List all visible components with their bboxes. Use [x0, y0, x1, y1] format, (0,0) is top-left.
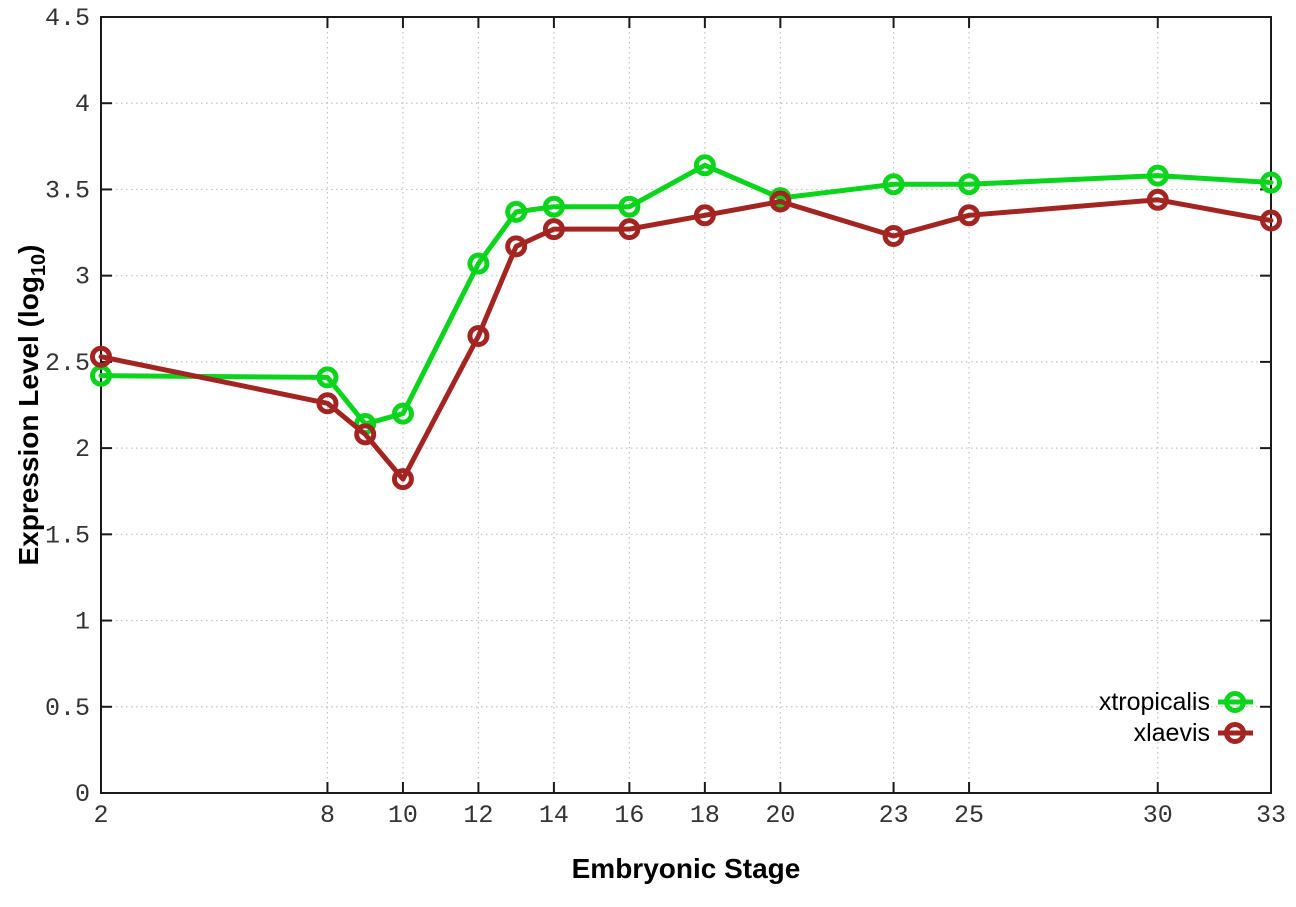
y-tick-label: 2	[75, 435, 90, 464]
data-point-xtropicalis	[542, 195, 565, 218]
data-point-xlaevis	[467, 325, 490, 348]
y-axis-title-subscript: 10	[28, 254, 50, 276]
data-point-xlaevis	[354, 423, 377, 446]
data-point-xtropicalis	[958, 173, 981, 196]
data-point-xlaevis	[391, 468, 414, 491]
x-tick-label: 33	[1256, 801, 1286, 830]
data-series	[90, 154, 1282, 491]
y-tick-label: 0.5	[45, 694, 90, 723]
x-tick-labels: 2 8 10 12 14 16 18 20 23 25 30 33	[93, 801, 1286, 830]
y-axis-title-end: )	[13, 245, 44, 254]
x-tick-label: 18	[690, 801, 720, 830]
x-tick-label: 23	[879, 801, 909, 830]
y-tick-label: 4	[75, 90, 90, 119]
data-point-xlaevis	[1260, 209, 1282, 232]
x-tick-label: 25	[954, 801, 984, 830]
series-line-xlaevis	[98, 197, 1274, 482]
data-point-xtropicalis	[316, 366, 339, 389]
y-tick-label: 0	[75, 780, 90, 809]
data-point-xtropicalis	[882, 173, 905, 196]
data-point-xtropicalis	[505, 200, 528, 223]
y-tick-label: 3.5	[45, 176, 90, 205]
x-tick-label: 10	[388, 801, 418, 830]
x-tick-label: 8	[320, 801, 335, 830]
x-tick-label: 16	[614, 801, 644, 830]
data-point-xlaevis	[769, 190, 792, 213]
data-point-xlaevis	[90, 345, 112, 368]
data-point-xlaevis	[316, 392, 339, 415]
gridlines	[100, 16, 1272, 794]
x-tick-label: 30	[1143, 801, 1173, 830]
y-tick-label: 2.5	[45, 349, 90, 378]
legend-label-xtropicalis: xtropicalis	[1099, 688, 1210, 716]
data-point-xtropicalis	[1260, 171, 1282, 194]
data-point-xtropicalis	[618, 195, 641, 218]
y-tick-label: 4.5	[45, 4, 90, 33]
legend-sample-marker-xtropicalis	[1224, 691, 1246, 713]
x-tick-label: 12	[463, 801, 493, 830]
data-point-xtropicalis	[391, 402, 414, 425]
data-point-xlaevis	[882, 225, 905, 248]
legend: xtropicalis xlaevis	[1099, 688, 1253, 747]
data-point-xlaevis	[542, 218, 565, 241]
data-point-xlaevis	[958, 204, 981, 227]
axis-ticks	[100, 16, 1272, 794]
plot-border	[100, 16, 1272, 794]
legend-sample-marker-xlaevis	[1224, 722, 1246, 744]
data-point-xlaevis	[1146, 188, 1169, 211]
data-point-xlaevis	[693, 204, 716, 227]
data-point-xtropicalis	[693, 154, 716, 177]
data-point-xlaevis	[505, 235, 528, 258]
x-tick-label: 2	[93, 801, 108, 830]
data-point-xlaevis	[618, 218, 641, 241]
data-point-xtropicalis	[467, 252, 490, 275]
legend-sample-markers	[1218, 691, 1253, 744]
data-point-xtropicalis	[1146, 164, 1169, 187]
x-tick-label: 20	[765, 801, 795, 830]
y-tick-label: 1.5	[45, 521, 90, 550]
legend-label-xlaevis: xlaevis	[1134, 719, 1210, 747]
y-tick-labels: 0 0.5 1 1.5 2 2.5 3 3.5 4 4.5	[45, 4, 90, 809]
y-tick-label: 3	[75, 263, 90, 292]
y-axis-title-main: Expression Level (log	[13, 276, 44, 565]
y-tick-label: 1	[75, 608, 90, 637]
x-tick-label: 14	[539, 801, 569, 830]
y-axis-title: Expression Level (log10)	[13, 245, 50, 566]
x-axis-title: Embryonic Stage	[572, 853, 801, 884]
